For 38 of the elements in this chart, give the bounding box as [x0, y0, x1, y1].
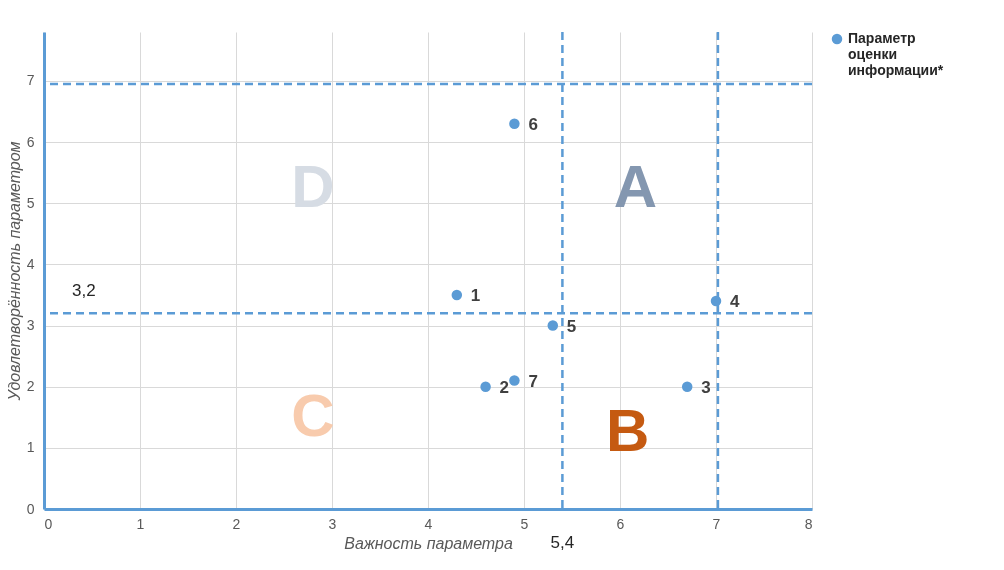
point — [509, 118, 520, 129]
text: 1 — [470, 285, 481, 305]
point — [547, 320, 559, 331]
x-tick-label: 5 — [520, 515, 529, 532]
point — [451, 289, 463, 301]
text: 5 — [566, 316, 577, 336]
x-tick-label: 1 — [136, 515, 145, 532]
x-tick-label: 6 — [616, 515, 625, 532]
y-tick-label: 5 — [26, 194, 35, 211]
point — [480, 381, 491, 392]
text: 3 — [701, 377, 711, 397]
text: 2 — [499, 377, 510, 397]
ref-line-label: 3,2 — [72, 281, 96, 301]
text: 4 — [730, 292, 740, 312]
y-tick-label: 4 — [26, 255, 35, 272]
legend-label: Параметр оценки информации* — [848, 30, 944, 78]
x-axis-title: Важность параметра — [344, 534, 513, 552]
y-tick-label: 6 — [26, 133, 35, 150]
x-tick-label: 0 — [44, 515, 53, 532]
y-tick-label: 1 — [26, 439, 35, 456]
annotation: C — [291, 382, 335, 450]
point — [509, 375, 520, 386]
y-tick-label: 2 — [26, 378, 35, 395]
y-tick-label: 3 — [26, 317, 35, 334]
point — [681, 381, 693, 392]
x-tick-label: 7 — [712, 515, 721, 532]
annotation: B — [606, 396, 650, 464]
y-axis-title: Удовлетворённость параметром — [5, 141, 23, 402]
annotation: A — [613, 153, 658, 221]
x-tick-label: 2 — [232, 515, 241, 532]
y-tick-label: 0 — [26, 500, 35, 517]
ref-line-label: 5,4 — [550, 533, 575, 552]
text: 7 — [528, 371, 538, 391]
x-tick-label: 4 — [424, 515, 433, 532]
x-tick-label: 8 — [804, 515, 813, 532]
text: 6 — [528, 114, 538, 134]
x-tick-label: 3 — [328, 515, 337, 532]
y-tick-label: 7 — [26, 72, 35, 89]
